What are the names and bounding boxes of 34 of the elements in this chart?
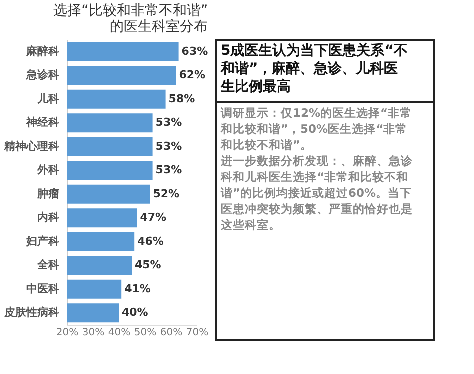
y-tick-label: 全科 [36, 258, 60, 272]
y-tick-label: 麻醉科 [26, 44, 60, 58]
x-tick-label: 50% [134, 328, 157, 338]
y-tick-label: 中医科 [26, 282, 60, 296]
x-tick-label: 40% [108, 328, 131, 338]
data-label: 63% [182, 44, 208, 58]
text: 调研显示：仅12%的医生选择“非常和比较和谐”，50%医生选择“非常和比较不和谐”。 [220, 106, 412, 152]
x-tick-label: 30% [82, 328, 105, 338]
data-label: 41% [124, 282, 151, 296]
data-label: 53% [156, 164, 182, 177]
chart-title: 选择“比较和非常不和谐”的医生科室分布 [54, 3, 208, 35]
data-label: 53% [156, 116, 182, 130]
y-tick-label: 急诊科 [26, 68, 60, 82]
y-tick-label: 精神心理科 [4, 140, 60, 153]
data-label: 58% [168, 92, 196, 106]
x-tick-label: 60% [160, 328, 183, 338]
data-label: 47% [140, 211, 167, 224]
y-tick-label: 肿瘤 [36, 187, 60, 200]
data-label: 52% [153, 187, 180, 200]
data-label: 62% [179, 68, 206, 82]
y-tick-label: 外科 [36, 164, 60, 177]
x-tick-label: 70% [186, 328, 209, 338]
x-tick-label: 20% [56, 328, 79, 338]
text: 进一步数据分析发现：、麻醉、急诊科和儿科医生选择“非常和比较不和谐”的比例均接近或超过60%。当下医患冲突较为频繁、严重的恰好也是这些科室。 [220, 154, 414, 232]
y-tick-label: 儿科 [36, 92, 60, 106]
y-tick-label: 妇产科 [26, 234, 60, 248]
y-tick-label: 皮肤性病科 [4, 306, 60, 320]
data-label: 40% [122, 306, 148, 320]
y-tick-label: 神经科 [26, 116, 60, 130]
data-label: 53% [156, 140, 182, 153]
text: 5成医生认为当下医患关系“不和谐”，麻醉、急诊、儿科医生比例最高 [220, 42, 408, 95]
data-label: 45% [135, 258, 162, 272]
y-tick-label: 内科 [38, 211, 60, 224]
data-label: 46% [138, 234, 164, 248]
